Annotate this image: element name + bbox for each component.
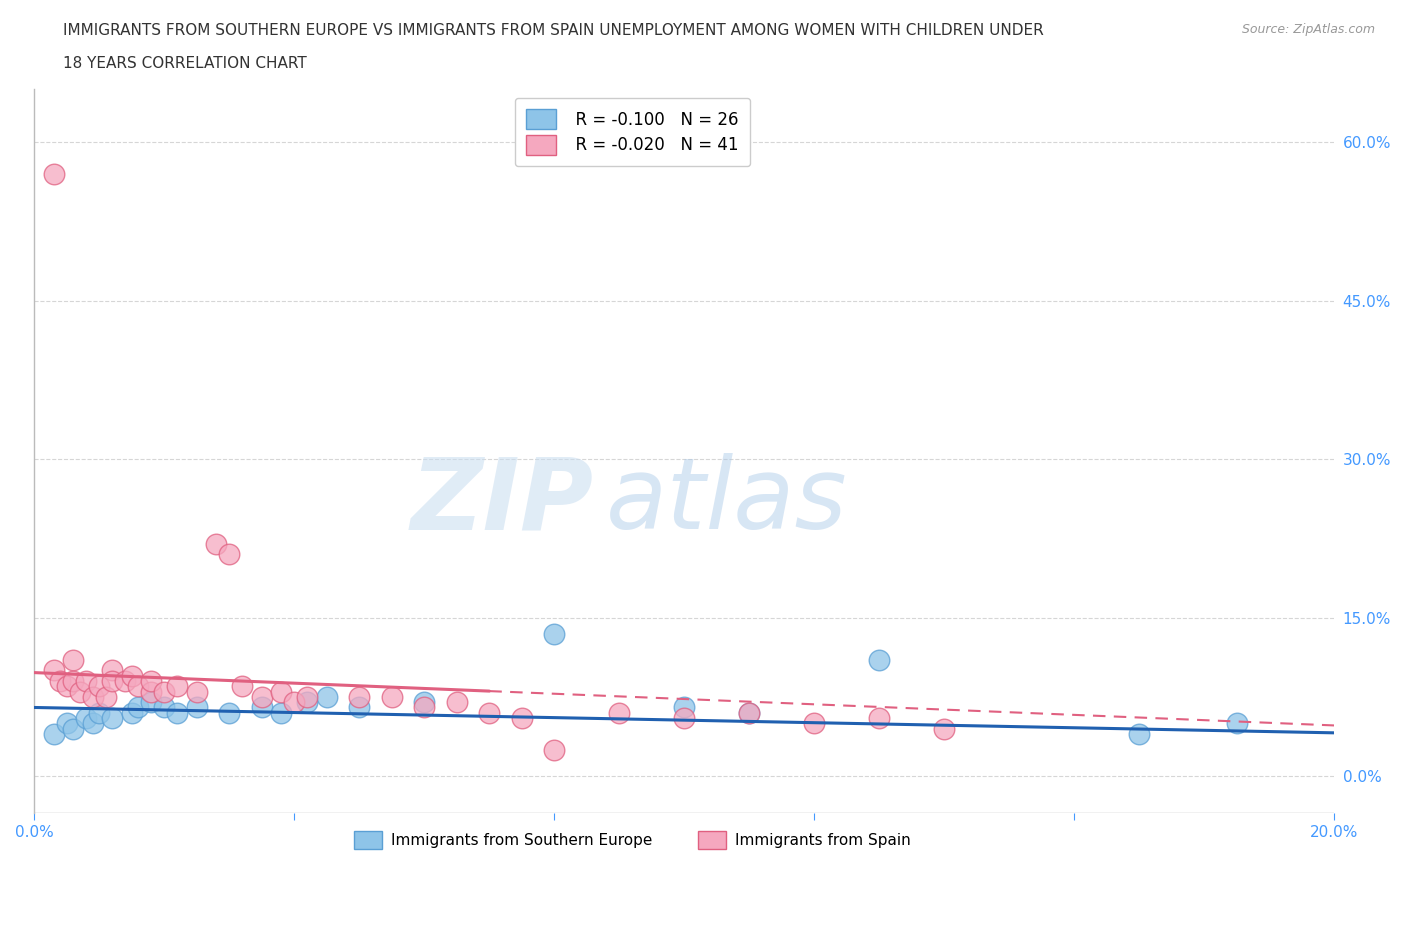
- Point: [673, 711, 696, 725]
- Point: [543, 742, 565, 757]
- Point: [141, 695, 163, 710]
- Point: [89, 679, 111, 694]
- Text: ZIP: ZIP: [411, 454, 593, 551]
- Point: [1226, 716, 1249, 731]
- Point: [250, 700, 273, 715]
- Point: [49, 673, 72, 688]
- Point: [315, 689, 337, 704]
- Point: [297, 689, 319, 704]
- Point: [510, 711, 533, 725]
- Point: [270, 705, 292, 720]
- Point: [166, 705, 188, 720]
- Point: [381, 689, 404, 704]
- Point: [127, 679, 149, 694]
- Point: [56, 679, 79, 694]
- Point: [101, 663, 124, 678]
- Point: [803, 716, 825, 731]
- Text: atlas: atlas: [606, 454, 848, 551]
- Point: [62, 673, 84, 688]
- Point: [868, 711, 890, 725]
- Point: [141, 684, 163, 699]
- Text: IMMIGRANTS FROM SOUTHERN EUROPE VS IMMIGRANTS FROM SPAIN UNEMPLOYMENT AMONG WOME: IMMIGRANTS FROM SOUTHERN EUROPE VS IMMIG…: [63, 23, 1045, 38]
- Point: [270, 684, 292, 699]
- Point: [349, 700, 371, 715]
- Point: [218, 547, 240, 562]
- Point: [141, 673, 163, 688]
- Point: [250, 689, 273, 704]
- Point: [934, 721, 956, 736]
- Point: [297, 695, 319, 710]
- Point: [738, 705, 761, 720]
- Text: Source: ZipAtlas.com: Source: ZipAtlas.com: [1241, 23, 1375, 36]
- Point: [868, 653, 890, 668]
- Point: [349, 689, 371, 704]
- Point: [153, 700, 176, 715]
- Point: [69, 684, 91, 699]
- Point: [121, 669, 143, 684]
- Point: [231, 679, 253, 694]
- Text: 18 YEARS CORRELATION CHART: 18 YEARS CORRELATION CHART: [63, 56, 307, 71]
- Point: [543, 626, 565, 641]
- Point: [413, 695, 436, 710]
- Point: [101, 711, 124, 725]
- Point: [478, 705, 501, 720]
- Point: [127, 700, 149, 715]
- Point: [205, 537, 228, 551]
- Point: [82, 689, 104, 704]
- Point: [94, 689, 117, 704]
- Point: [89, 705, 111, 720]
- Point: [607, 705, 630, 720]
- Point: [82, 716, 104, 731]
- Point: [101, 673, 124, 688]
- Point: [62, 721, 84, 736]
- Point: [283, 695, 305, 710]
- Point: [42, 726, 65, 741]
- Point: [1128, 726, 1150, 741]
- Legend: Immigrants from Southern Europe, Immigrants from Spain: Immigrants from Southern Europe, Immigra…: [343, 821, 921, 859]
- Point: [114, 673, 136, 688]
- Point: [62, 653, 84, 668]
- Point: [121, 705, 143, 720]
- Point: [738, 705, 761, 720]
- Point: [218, 705, 240, 720]
- Point: [186, 684, 208, 699]
- Point: [186, 700, 208, 715]
- Point: [42, 663, 65, 678]
- Point: [153, 684, 176, 699]
- Point: [42, 166, 65, 181]
- Point: [413, 700, 436, 715]
- Point: [673, 700, 696, 715]
- Point: [75, 711, 97, 725]
- Point: [56, 716, 79, 731]
- Point: [166, 679, 188, 694]
- Point: [446, 695, 468, 710]
- Point: [75, 673, 97, 688]
